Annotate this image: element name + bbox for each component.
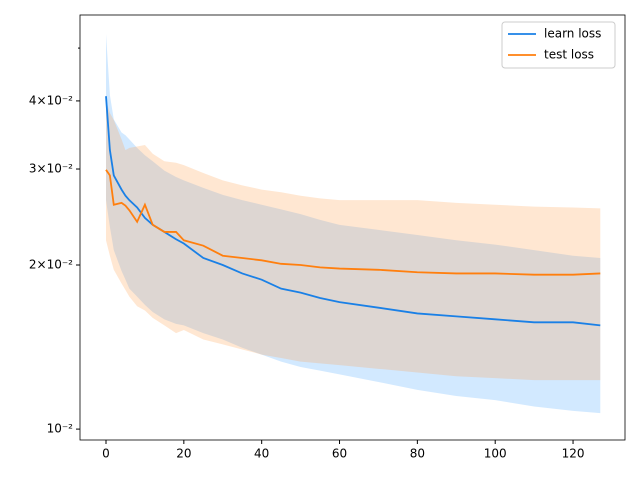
legend-label: learn loss	[544, 27, 601, 41]
y-tick-label: 3×10⁻²	[29, 162, 73, 176]
x-tick-label: 80	[410, 447, 425, 461]
y-tick-label: 4×10⁻²	[29, 93, 73, 107]
band	[105, 100, 601, 381]
line	[105, 96, 601, 327]
x-tick-label: 60	[332, 447, 347, 461]
legend-label: test loss	[544, 48, 594, 62]
y-tick-label: 2×10⁻²	[29, 258, 73, 272]
x-tick-label: 20	[176, 447, 191, 461]
line	[105, 169, 601, 276]
legend: learn loss test loss	[501, 21, 616, 69]
y-tick-label: 10⁻²	[47, 422, 74, 436]
plot-frame	[79, 14, 626, 441]
x-tick-label: 120	[562, 447, 585, 461]
x-tick-label: 40	[254, 447, 269, 461]
x-tick-label: 0	[102, 447, 110, 461]
x-tick-label: 100	[484, 447, 507, 461]
